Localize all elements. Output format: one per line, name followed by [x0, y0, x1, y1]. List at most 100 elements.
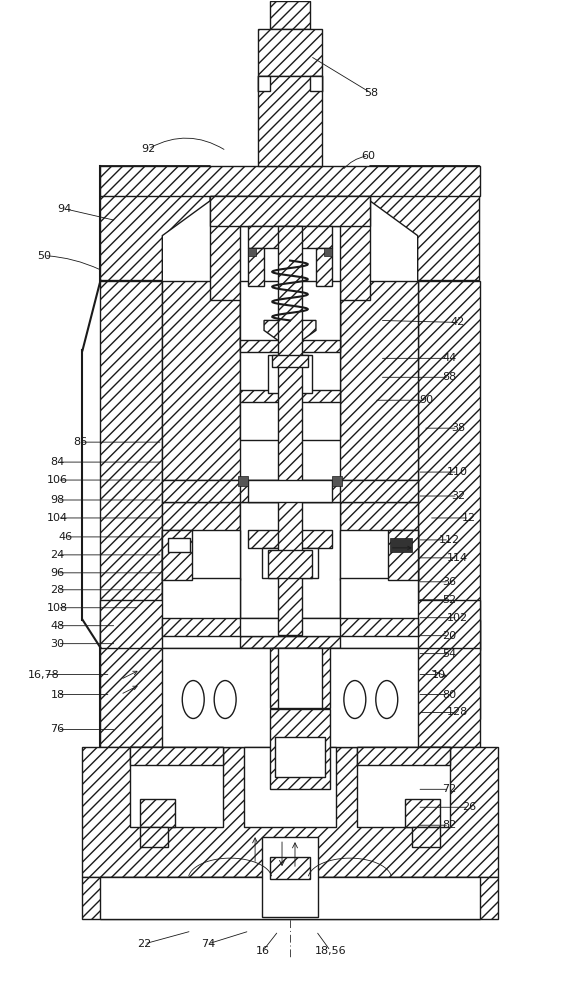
Bar — [240, 618, 340, 636]
Bar — [240, 390, 340, 402]
Bar — [357, 747, 450, 765]
Bar — [388, 530, 418, 580]
Bar — [332, 476, 342, 486]
Bar — [130, 747, 223, 827]
Bar — [82, 747, 498, 877]
Bar — [240, 480, 340, 502]
Bar — [270, 709, 330, 789]
Text: 104: 104 — [47, 513, 68, 523]
Bar — [162, 530, 192, 580]
Text: 32: 32 — [451, 491, 465, 501]
Bar — [100, 648, 480, 747]
Ellipse shape — [376, 681, 398, 718]
Text: 44: 44 — [442, 353, 456, 363]
Bar — [100, 600, 208, 650]
Bar — [140, 799, 175, 827]
Text: 82: 82 — [442, 820, 456, 830]
Bar — [303, 648, 418, 747]
Text: 60: 60 — [361, 151, 375, 161]
Bar — [340, 502, 418, 620]
Text: 46: 46 — [59, 532, 72, 542]
Text: 84: 84 — [50, 457, 64, 467]
Bar — [100, 281, 162, 719]
Bar — [270, 857, 310, 879]
Text: 90: 90 — [419, 395, 433, 405]
Text: 86: 86 — [74, 437, 88, 447]
Bar — [316, 248, 332, 286]
Bar — [262, 837, 318, 917]
Text: 30: 30 — [50, 639, 64, 649]
Text: 12: 12 — [462, 513, 476, 523]
Bar — [258, 76, 322, 166]
Text: 18,56: 18,56 — [315, 946, 346, 956]
Text: 22: 22 — [137, 939, 151, 949]
Bar — [162, 502, 240, 620]
Bar — [258, 29, 322, 76]
Bar — [248, 480, 332, 502]
Bar — [210, 196, 370, 226]
Text: 28: 28 — [50, 585, 64, 595]
Bar — [162, 648, 277, 747]
Bar — [318, 196, 370, 300]
Bar — [258, 76, 270, 91]
Bar — [100, 877, 480, 919]
Text: 24: 24 — [50, 550, 64, 560]
Bar — [372, 600, 480, 650]
Text: 58: 58 — [364, 88, 378, 98]
Bar — [240, 502, 340, 620]
Bar — [272, 355, 308, 367]
Polygon shape — [370, 166, 480, 281]
Text: 26: 26 — [462, 802, 476, 812]
Text: 74: 74 — [201, 939, 215, 949]
Bar — [270, 648, 330, 708]
Text: 96: 96 — [50, 568, 64, 578]
Bar — [100, 166, 480, 196]
Text: 38: 38 — [451, 423, 465, 433]
Ellipse shape — [344, 681, 366, 718]
Bar — [238, 476, 248, 486]
Text: 76: 76 — [50, 724, 64, 734]
Bar — [100, 620, 480, 648]
Bar — [162, 281, 240, 480]
Bar — [248, 530, 332, 548]
Text: 36: 36 — [442, 577, 456, 587]
Bar — [168, 538, 190, 552]
Bar — [262, 548, 318, 578]
Bar — [275, 737, 325, 777]
Bar — [240, 281, 340, 440]
Text: 110: 110 — [447, 467, 468, 477]
Bar — [162, 530, 240, 580]
Bar — [412, 827, 440, 847]
Text: 80: 80 — [442, 690, 456, 700]
Bar — [248, 248, 264, 286]
Bar — [278, 226, 302, 635]
Bar — [248, 248, 256, 256]
Polygon shape — [100, 166, 210, 281]
Text: 10: 10 — [432, 670, 446, 680]
Bar — [268, 355, 312, 393]
Bar — [162, 618, 418, 636]
Bar — [278, 648, 322, 708]
Text: 92: 92 — [141, 144, 155, 154]
Bar — [310, 76, 322, 91]
Text: 50: 50 — [37, 251, 51, 261]
Text: 42: 42 — [451, 317, 465, 327]
Bar — [240, 226, 340, 345]
Text: 106: 106 — [47, 475, 68, 485]
Bar — [210, 196, 262, 300]
Bar — [405, 799, 440, 827]
Bar — [162, 480, 418, 502]
Bar — [140, 827, 168, 847]
Bar — [244, 747, 336, 827]
Bar — [418, 281, 480, 719]
Text: 102: 102 — [447, 613, 469, 623]
Ellipse shape — [214, 681, 236, 718]
Text: 16: 16 — [256, 946, 270, 956]
Polygon shape — [264, 320, 316, 340]
Text: 112: 112 — [438, 535, 460, 545]
Text: 88: 88 — [442, 372, 456, 382]
Text: 16,78: 16,78 — [28, 670, 60, 680]
Bar — [390, 538, 412, 552]
Bar — [130, 747, 223, 765]
Text: 114: 114 — [447, 553, 469, 563]
